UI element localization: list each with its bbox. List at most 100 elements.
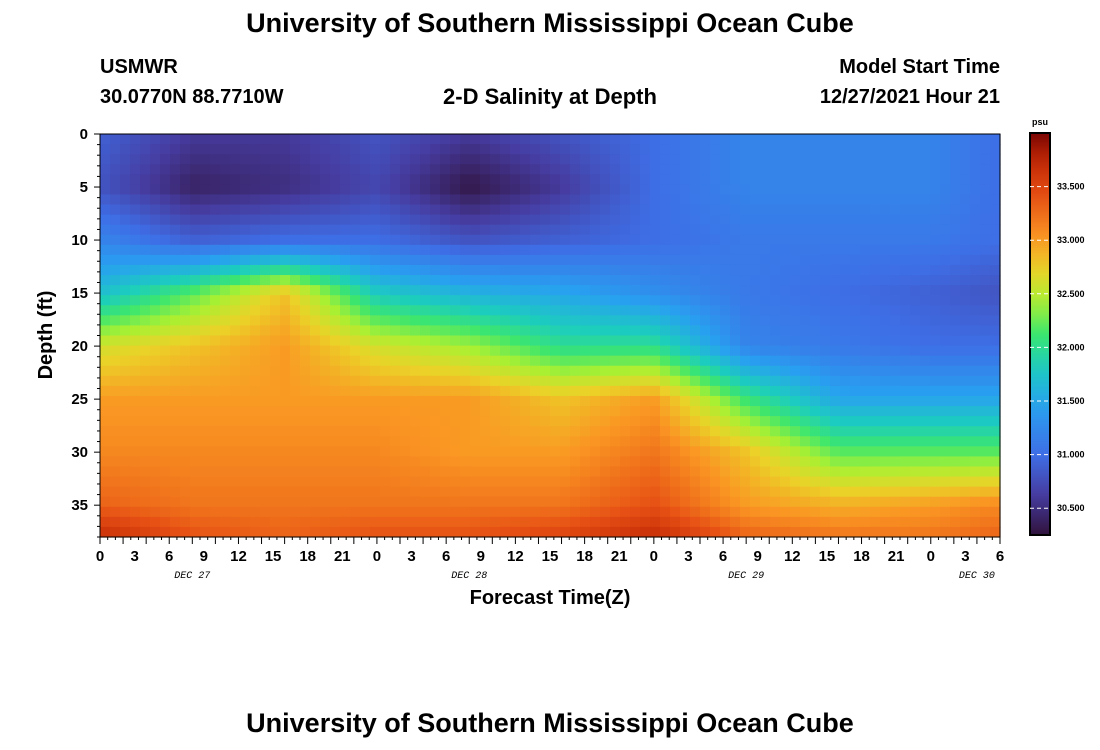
heatmap-cell <box>340 456 351 468</box>
heatmap-cell <box>650 365 661 377</box>
heatmap-cell <box>610 254 621 266</box>
heatmap-cell <box>960 134 971 145</box>
heatmap-cell <box>690 486 701 498</box>
heatmap-cell <box>840 476 851 488</box>
heatmap-cell <box>960 355 971 367</box>
heatmap-cell <box>550 184 561 196</box>
heatmap-cell <box>780 134 791 145</box>
heatmap-cell <box>200 264 211 276</box>
heatmap-cell <box>550 305 561 316</box>
heatmap-cell <box>300 416 311 427</box>
heatmap-cell <box>360 214 371 226</box>
heatmap-cell <box>790 214 801 226</box>
heatmap-cell <box>520 164 531 175</box>
heatmap-cell <box>740 416 751 427</box>
heatmap-cell <box>220 224 231 236</box>
heatmap-cell <box>700 506 711 518</box>
heatmap-cell <box>480 466 491 478</box>
heatmap-cell <box>820 244 831 256</box>
heatmap-cell <box>890 144 901 155</box>
heatmap-cell <box>490 486 501 498</box>
heatmap-cell <box>240 365 251 377</box>
heatmap-cell <box>670 526 681 538</box>
heatmap-cell <box>740 516 751 528</box>
heatmap-cell <box>410 526 421 538</box>
heatmap-cell <box>630 345 641 357</box>
heatmap-cell <box>350 476 361 488</box>
heatmap-cell <box>380 335 391 347</box>
heatmap-cell <box>540 315 551 327</box>
heatmap-cell <box>340 325 351 337</box>
heatmap-cell <box>930 164 941 175</box>
heatmap-cell <box>150 395 161 407</box>
heatmap-cell <box>230 275 241 286</box>
heatmap-cell <box>460 496 471 508</box>
heatmap-cell <box>460 406 471 417</box>
heatmap-cell <box>130 516 141 528</box>
heatmap-cell <box>940 244 951 256</box>
heatmap-cell <box>470 144 481 155</box>
heatmap-cell <box>630 446 641 457</box>
heatmap-cell <box>790 315 801 327</box>
heatmap-cell <box>160 526 171 538</box>
heatmap-cell <box>970 164 981 175</box>
heatmap-cell <box>230 426 241 437</box>
heatmap-cell <box>340 516 351 528</box>
heatmap-cell <box>250 476 261 488</box>
heatmap-cell <box>830 224 841 236</box>
heatmap-cell <box>190 275 201 286</box>
heatmap-cell <box>890 345 901 357</box>
heatmap-cell <box>210 184 221 196</box>
heatmap-cell <box>670 486 681 498</box>
heatmap-cell <box>360 244 371 256</box>
heatmap-cell <box>270 164 281 175</box>
heatmap-cell <box>320 144 331 155</box>
heatmap-cell <box>440 335 451 347</box>
heatmap-cell <box>760 164 771 175</box>
heatmap-cell <box>860 355 871 367</box>
heatmap-cell <box>770 164 781 175</box>
heatmap-cell <box>610 385 621 397</box>
heatmap-cell <box>280 345 291 357</box>
heatmap-cell <box>200 385 211 397</box>
heatmap-cell <box>640 466 651 478</box>
heatmap-cell <box>130 395 141 407</box>
heatmap-cell <box>730 516 741 528</box>
heatmap-cell <box>200 456 211 468</box>
heatmap-cell <box>480 436 491 447</box>
heatmap-cell <box>420 134 431 145</box>
heatmap-cell <box>430 526 441 538</box>
heatmap-cell <box>260 285 271 296</box>
heatmap-cell <box>130 375 141 387</box>
heatmap-cell <box>590 385 601 397</box>
heatmap-cell <box>860 194 871 206</box>
heatmap-cell <box>630 264 641 276</box>
heatmap-cell <box>180 526 191 538</box>
heatmap-cell <box>520 244 531 256</box>
heatmap-cell <box>680 456 691 468</box>
heatmap-cell <box>200 446 211 457</box>
heatmap-cell <box>690 345 701 357</box>
heatmap-cell <box>350 174 361 185</box>
heatmap-cell <box>900 194 911 206</box>
heatmap-cell <box>700 194 711 206</box>
heatmap-cell <box>410 426 421 437</box>
heatmap-cell <box>790 506 801 518</box>
heatmap-cell <box>260 244 271 256</box>
heatmap-cell <box>410 285 421 296</box>
heatmap-cell <box>840 365 851 377</box>
heatmap-cell <box>900 456 911 468</box>
heatmap-cell <box>810 416 821 427</box>
heatmap-cell <box>920 164 931 175</box>
heatmap-cell <box>470 436 481 447</box>
heatmap-cell <box>630 285 641 296</box>
heatmap-cell <box>210 325 221 337</box>
heatmap-cell <box>350 436 361 447</box>
heatmap-cell <box>610 295 621 306</box>
heatmap-cell <box>890 154 901 165</box>
heatmap-cell <box>510 406 521 417</box>
heatmap-cell <box>890 436 901 447</box>
heatmap-cell <box>140 224 151 236</box>
heatmap-cell <box>150 184 161 196</box>
heatmap-cell <box>640 174 651 185</box>
